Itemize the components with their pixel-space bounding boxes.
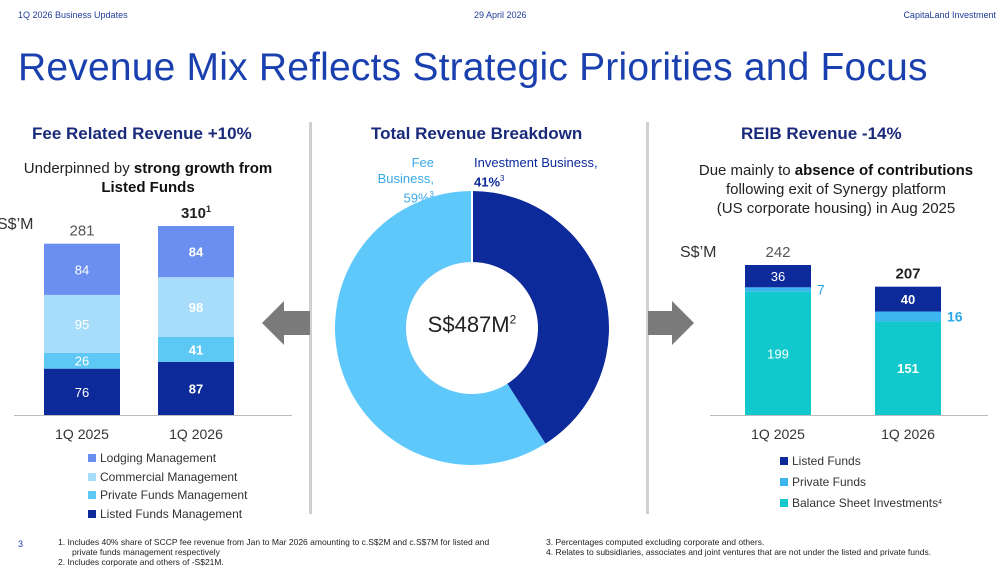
legend-swatch [780,477,788,486]
bar-segment [44,352,120,369]
fee-business-name: Fee Business, [377,155,434,186]
bar-segment [44,294,120,353]
right-subtitle-line3: (US corporate housing) in Aug 2025 [716,200,956,217]
bar-segment [44,243,120,295]
legend-label: Private Funds Management [100,488,248,503]
right-subtitle-line1: Due mainly to absence of contributions [698,162,974,179]
footnote-2: 2. Includes corporate and others of -S$2… [58,557,224,567]
reib-revenue-chart: 199 7 36 242 1Q 2025 151 16 40 207 1Q 2026 [710,244,988,442]
right-panel-subtitle: Due mainly to absence of contributions f… [680,161,992,218]
right-panel-title: REIB Revenue -14% [741,124,902,143]
header-left: 1Q 2026 Business Updates [18,10,128,20]
bar-segment [745,291,811,415]
bar-segment [745,265,811,288]
revenue-donut-chart [334,191,609,465]
x-tick-label: 1Q 2026 [881,426,935,442]
legend-swatch [88,509,96,518]
bar-value-label: 41 [189,342,203,357]
investment-business-label: Investment Business, 41%3 [474,155,598,190]
left-subtitle-plain: Underpinned by [23,160,134,177]
bar-value-label: 151 [897,361,919,376]
footnotes-left: 1. Includes 40% share of SCCP fee revenu… [58,537,538,567]
right-unit-label: S$’M [680,244,717,261]
right-subtitle-line2: following exit of Synergy platform [725,181,947,198]
header-date: 29 April 2026 [474,10,527,20]
left-subtitle-bold: strong growth from Listed Funds [101,160,273,196]
legend-listed-funds: Listed Funds [780,450,942,471]
bar-value-label: 84 [189,245,204,260]
x-tick-label: 1Q 2025 [751,426,805,442]
bar-segment [875,286,941,312]
footnote-1: 1. Includes 40% share of SCCP fee revenu… [58,537,490,547]
bar-total-label: 3101 [181,204,211,222]
bar-value-label: 84 [75,262,89,277]
bar-segment [44,368,120,415]
bar-value-label: 98 [189,300,203,315]
bar-value-label: 87 [189,381,203,396]
left-unit-label: S$’M [0,216,34,233]
legend-balance-sheet: Balance Sheet Investments 4 [780,492,942,513]
legend-label: Listed Funds Management [100,506,243,521]
footnote-3: 3. Percentages computed excluding corpor… [546,537,765,547]
arrow-right-icon [648,301,694,345]
donut-slice [334,191,546,465]
bar-segment [875,311,941,322]
footnote-4: 4. Relates to subsidiaries, associates a… [546,547,932,557]
legend-swatch [780,456,788,465]
divider-left [309,122,312,514]
legend-commercial: Commercial Management [88,468,247,487]
right-legend: Listed Funds Private Funds Balance Sheet… [780,450,942,513]
page-number: 3 [18,539,24,549]
center-panel-title: Total Revenue Breakdown [371,124,583,143]
bar-value-label: 16 [947,308,963,324]
legend-swatch [88,491,96,500]
bar-value-label: 199 [767,346,789,361]
bar-segment [745,287,811,292]
bar-segment [875,321,941,415]
footnotes-right: 3. Percentages computed excluding corpor… [546,537,996,557]
legend-listed-funds-mgmt: Listed Funds Management [88,505,247,524]
bar-value-label: 76 [75,385,89,400]
investment-business-name: Investment Business, [474,155,598,170]
bar-value-label: 36 [771,269,785,284]
legend-label: Lodging Management [100,451,217,466]
bar-value-label: 40 [901,292,915,307]
legend-label: Commercial Management [100,469,238,484]
left-panel-title: Fee Related Revenue +10% [32,124,252,143]
arrow-left-icon [262,301,310,345]
fee-revenue-chart: 76 26 95 84 281 1Q 2025 87 41 98 84 3101 1Q 2026 [14,204,292,442]
legend-swatch [88,472,96,481]
bar-value-label: 26 [75,354,89,369]
legend-lodging: Lodging Management [88,449,247,468]
footnote-1-cont: private funds management respectively [72,547,220,557]
legend-label: Private Funds [792,474,867,489]
legend-label: Listed Funds [792,453,861,468]
legend-swatch [88,454,96,463]
left-legend: Lodging Management Commercial Management… [88,449,247,523]
bar-value-label: 7 [817,281,825,297]
bar-segment [158,226,234,278]
legend-private-funds: Private Funds [780,471,942,492]
bar-segment [158,361,234,415]
bar-segment [158,277,234,337]
legend-private-funds-mgmt: Private Funds Management [88,486,247,505]
legend-label: Balance Sheet Investments [792,495,939,510]
header-company: CapitaLand Investment [903,10,996,20]
bar-segment [158,336,234,362]
divider-right [646,122,649,514]
investment-business-value: 41%3 [474,174,505,190]
x-tick-label: 1Q 2025 [55,426,109,442]
legend-swatch [780,498,788,507]
bar-total-label: 281 [69,223,94,240]
donut-slice [472,191,609,444]
page-title: Revenue Mix Reflects Strategic Prioritie… [18,46,928,89]
donut-center-label: S$487M2 [427,312,517,337]
left-panel-subtitle: Underpinned by strong growth from Listed… [20,159,276,197]
bar-total-label: 242 [765,244,790,261]
x-tick-label: 1Q 2026 [169,426,223,442]
bar-value-label: 95 [75,317,89,332]
bar-total-label: 207 [895,266,920,283]
